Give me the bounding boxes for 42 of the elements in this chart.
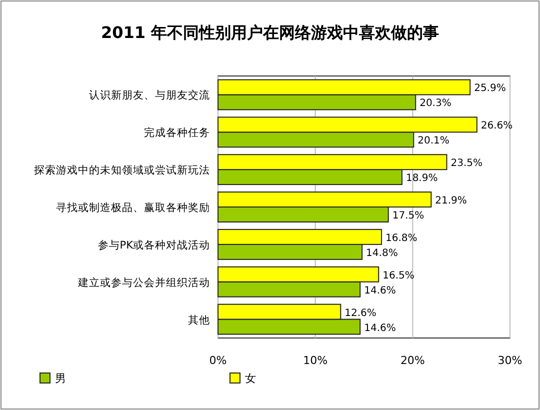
y-tick-label: 完成各种任务 (144, 126, 210, 140)
x-tick-label: 0% (209, 354, 227, 367)
data-label: 16.8% (386, 232, 418, 244)
data-label: 17.5% (392, 210, 424, 222)
x-tick-label: 10% (303, 354, 328, 367)
bar (218, 154, 448, 170)
data-label: 25.9% (474, 83, 506, 94)
data-label: 23.5% (450, 158, 483, 170)
data-label: 18.9% (406, 173, 438, 184)
data-label: 20.3% (420, 98, 452, 110)
bar (218, 192, 432, 208)
bar (218, 94, 416, 110)
y-tick-label: 建立或参与公会并组织活动 (77, 276, 210, 289)
y-tick-label: 探索游戏中的未知领域或尝试新玩法 (34, 164, 210, 177)
legend-label: 女 (245, 372, 256, 385)
data-label: 14.6% (364, 285, 396, 296)
y-tick-label: 认识新朋友、与朋友交流 (89, 88, 210, 102)
bar (218, 228, 382, 245)
legend-label: 男 (55, 372, 66, 385)
bar (218, 132, 414, 148)
bar (218, 169, 402, 186)
data-label: 14.8% (366, 248, 398, 259)
bar (218, 266, 380, 282)
bar (218, 116, 478, 133)
y-tick-label: 其他 (188, 313, 210, 326)
data-label: 12.6% (344, 308, 376, 319)
x-tick-label: 30% (498, 354, 522, 367)
y-tick-label: 参与PK或各种对战活动 (98, 238, 210, 252)
bar (218, 281, 361, 298)
data-label: 14.6% (364, 322, 396, 334)
y-tick-label: 寻找或制造极品、赢取各种奖励 (56, 201, 210, 214)
data-label: 21.9% (435, 196, 467, 207)
bar (218, 244, 363, 260)
data-label: 16.5% (382, 270, 414, 282)
x-tick-label: 20% (400, 354, 425, 367)
bar (218, 79, 471, 96)
chart-title: 2011 年不同性别用户在网络游戏中喜欢做的事 (100, 23, 440, 42)
bar (218, 206, 389, 222)
data-label: 20.1% (418, 136, 450, 147)
bar (218, 318, 361, 335)
data-label: 26.6% (480, 120, 513, 132)
bar (218, 304, 342, 320)
